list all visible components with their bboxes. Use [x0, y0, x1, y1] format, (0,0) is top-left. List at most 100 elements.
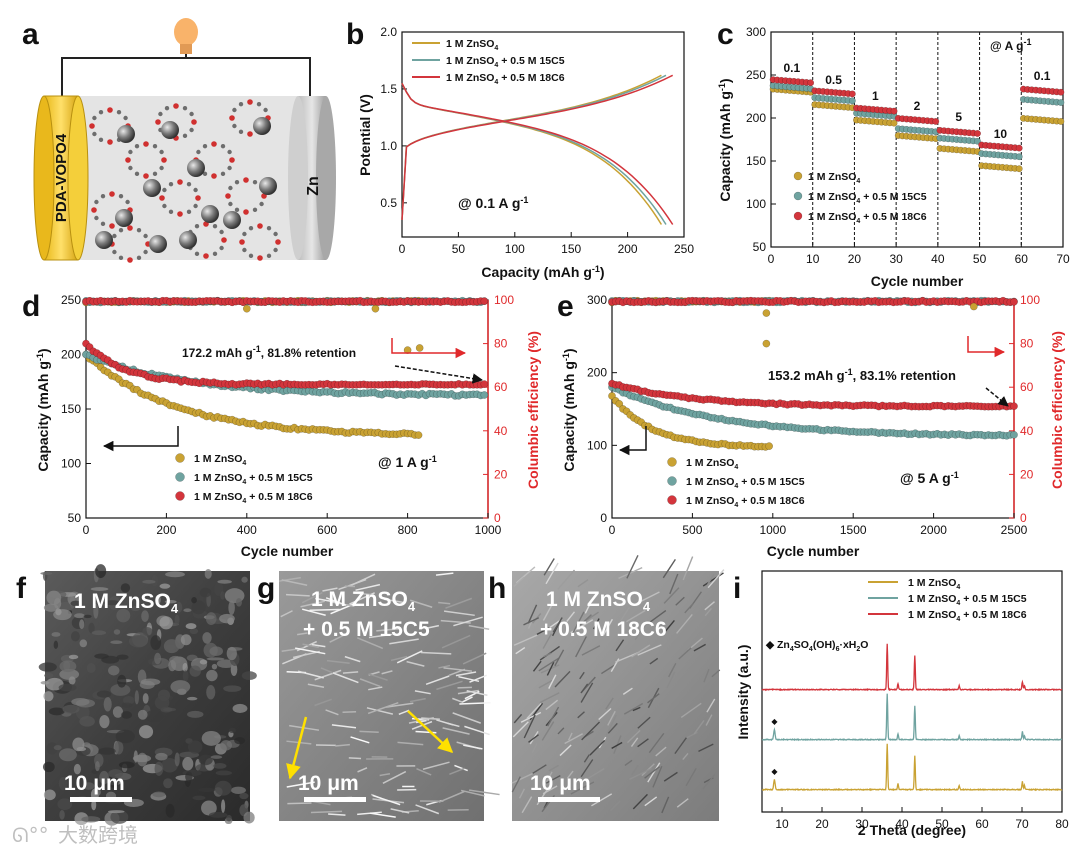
sem-grain	[90, 587, 109, 591]
sem-plate	[705, 714, 713, 726]
molecule-atom	[234, 179, 240, 185]
bulb-icon	[174, 18, 198, 58]
molecule-atom	[107, 107, 113, 113]
panel-b-chart: b 0 50 100 150 200 250 0.5 1.0 1.5 2.0 Potential …	[346, 18, 694, 280]
sem-plate	[662, 558, 676, 579]
sem-plate	[682, 752, 689, 761]
molecule-atom	[107, 139, 113, 145]
sem-grain	[228, 727, 236, 733]
sem-grain	[199, 659, 208, 665]
sem-grain	[103, 600, 120, 606]
sem-plate	[637, 738, 649, 748]
sem-plate	[520, 711, 542, 723]
sem-flake	[297, 670, 324, 679]
sem-plate	[637, 644, 662, 656]
sem-grain	[175, 601, 183, 613]
sem-flake	[301, 591, 323, 604]
sem-plate	[630, 737, 639, 747]
legend-label-2: 1 M ZnSO4 + 0.5 M 18C6	[446, 72, 565, 86]
molecule-atom	[134, 171, 140, 177]
molecule-atom	[211, 141, 217, 147]
sem-grain	[108, 769, 124, 779]
ce-outlier	[371, 304, 380, 313]
sem-grain	[205, 612, 217, 626]
y2-tick-label: 0	[494, 511, 501, 525]
x-tick-label: 0	[609, 523, 616, 537]
sem-grain	[192, 795, 206, 801]
sem-flake	[414, 690, 431, 695]
sem-grain	[44, 673, 54, 678]
molecule-atom	[116, 109, 122, 115]
legend-marker-1	[793, 191, 803, 201]
molecule-atom	[134, 143, 140, 149]
molecule-atom	[92, 131, 97, 137]
molecule-atom	[203, 253, 209, 259]
sem-grain	[155, 594, 161, 605]
panel-c-ylabel: Capacity (mAh g-1)	[717, 78, 733, 201]
sem-grain	[130, 606, 141, 612]
molecule-atom	[100, 221, 106, 227]
panel-e-letter: e	[557, 290, 574, 323]
sem-flake	[438, 601, 451, 605]
sem-plate	[589, 739, 606, 756]
sem-plate	[668, 662, 677, 678]
molecule-atom	[152, 171, 158, 177]
data-point	[1057, 88, 1065, 96]
legend-label-2: 1 M ZnSO4 + 0.5 M 18C6	[808, 211, 927, 225]
y-tick-label: 200	[746, 111, 766, 125]
sem-grain	[95, 564, 107, 579]
sem-plate	[531, 743, 538, 754]
sem-plate	[624, 759, 633, 767]
data-point	[974, 130, 981, 137]
sem-flake	[281, 579, 308, 586]
sem-plate	[559, 744, 572, 757]
molecule-atom	[152, 143, 158, 149]
sem-grain	[116, 654, 129, 660]
sem-flake	[449, 767, 465, 776]
sem-plate	[607, 710, 616, 726]
sem-plate	[686, 731, 698, 739]
discharge-curve-0	[401, 82, 663, 225]
sem-flake	[457, 689, 479, 695]
watermark: ᘏ°° 大数跨境	[12, 823, 138, 847]
sem-grain	[59, 660, 77, 673]
sem-plate	[611, 741, 623, 749]
y2-tick-label: 20	[1020, 467, 1034, 481]
molecule-atom	[143, 233, 148, 239]
molecule-atom	[159, 165, 164, 171]
sem-plate	[545, 562, 559, 585]
sem-grain	[198, 787, 216, 792]
sem-grain	[112, 706, 124, 718]
sem-plate	[636, 591, 660, 605]
sem-grain	[201, 730, 221, 746]
sem-h-label2: + 0.5 M 18C6	[540, 618, 667, 641]
sem-plate	[605, 714, 617, 736]
x-tick-label: 400	[237, 523, 257, 537]
ce-outlier	[969, 302, 978, 311]
molecule-atom	[109, 191, 115, 197]
sem-plate	[605, 697, 614, 710]
molecule-atom	[94, 199, 99, 205]
legend-label-0: 1 M ZnSO4	[446, 38, 498, 52]
x-tick-label: 150	[561, 242, 581, 256]
sem-grain	[232, 703, 248, 713]
sem-grain	[180, 634, 192, 646]
legend-label-2: 1 M ZnSO4 + 0.5 M 18C6	[908, 609, 1027, 623]
y2-tick-label: 80	[1020, 337, 1034, 351]
molecule-atom	[143, 173, 149, 179]
y-tick-label: 100	[61, 457, 81, 471]
sem-grain	[191, 597, 197, 604]
sem-h-scale-label: 10 μm	[530, 772, 591, 795]
sem-plate	[545, 699, 559, 711]
sem-grain	[187, 740, 203, 754]
panel-e-chart: e 0 500 1000 1500 2000 2500010020030002040608…	[557, 290, 1065, 559]
sem-plate	[711, 669, 721, 678]
x-tick-label: 200	[618, 242, 638, 256]
legend-label-0: 1 M ZnSO4	[808, 171, 860, 185]
legend-marker-1	[667, 476, 677, 486]
sem-grain	[43, 603, 59, 612]
molecule-atom	[118, 255, 124, 261]
sem-grain	[206, 657, 225, 661]
data-point	[848, 90, 856, 98]
molecule-atom	[143, 141, 149, 147]
